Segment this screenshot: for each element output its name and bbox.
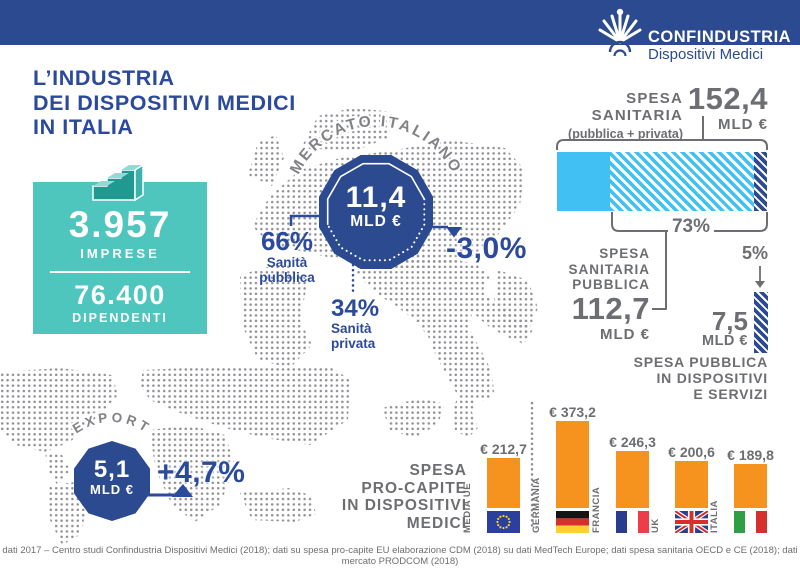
percapita-chart-title: SPESA PRO-CAPITE IN DISPOSITIVI MEDICI (330, 462, 467, 532)
health-stacked-bar (557, 152, 767, 211)
public-share-connector (289, 214, 319, 226)
private-share-pct: 34% (331, 295, 380, 322)
central-america-dotted-shape (45, 452, 70, 486)
private-share-label2: privata (331, 336, 376, 351)
badge-inner-ring-solid (326, 162, 425, 225)
public-share-label1: Sanità (266, 255, 308, 270)
public-spend-value: 112,7 (571, 291, 650, 326)
companies-label: IMPRESE (80, 246, 160, 261)
world-dotted-map (0, 366, 350, 545)
devices-spend-label-l3: E SERVIZI (693, 385, 768, 402)
source-note: dati 2017 – Centro studi Confindustria D… (2, 545, 798, 567)
health-spend-header: SPESA SANITARIA (pubblica + privata) (533, 90, 683, 141)
public-spend-label-l1: SPESA (599, 246, 650, 261)
title-line3: IN ITALIA (33, 115, 134, 139)
header-band (0, 0, 800, 45)
public-share-pct: 66% (260, 226, 314, 256)
percapita-title-l4: MEDICI (406, 514, 467, 532)
employees-value: 76.400 (74, 280, 166, 310)
export-trend: +4,7% (157, 456, 246, 489)
public-spend-label: SPESA SANITARIA PUBBLICA (540, 246, 650, 293)
market-trend: -3,0% (446, 232, 527, 265)
export-value-group: 5,1 MLD € (72, 457, 152, 497)
brand-division: Dispositivi Medici (648, 46, 764, 63)
public-share-of-total: 73% (668, 216, 714, 237)
private-share-label1: Sanità (331, 321, 372, 336)
health-spend-title: SPESA SANITARIA (591, 90, 683, 124)
percapita-title-l1: SPESA (409, 462, 467, 479)
eurasia-dotted-shape (140, 366, 350, 445)
export-badge (74, 441, 150, 521)
italy-dotted-shape (356, 255, 533, 438)
uk-dotted-shape (248, 135, 284, 186)
export-unit: MLD € (90, 482, 134, 497)
export-value: 5,1 (93, 456, 131, 483)
percapita-title-l2: PRO-CAPITE (361, 479, 467, 497)
segment-public (609, 152, 755, 211)
employees-label: DIPENDENTI (72, 311, 168, 325)
market-connectors (289, 214, 448, 297)
market-value: 11,4 (345, 181, 407, 214)
total-bracket (556, 116, 768, 150)
health-total-value: 152,4 (687, 81, 768, 116)
trend-down-triangle-icon (446, 227, 462, 238)
segment-devices (754, 152, 767, 211)
market-badge (319, 155, 433, 269)
health-total-group: 152,4 MLD € (684, 83, 768, 133)
title-line1: L’INDUSTRIA (33, 66, 175, 90)
segment-private (557, 152, 610, 211)
north-america-dotted-shape (0, 368, 118, 452)
companies-value: 3.957 (68, 204, 172, 245)
health-total-unit: MLD € (718, 116, 768, 133)
devices-spend-bar (754, 292, 768, 353)
badge-inner-ring-dotted (326, 198, 426, 262)
public-spend-label-l2: SANITARIA (568, 261, 650, 277)
private-health-share: 34% Sanità privata (331, 296, 421, 351)
iberia-dotted-shape (240, 262, 312, 368)
factory-steps-icon (92, 163, 144, 202)
devices-spend-label-l1: SPESA PUBBLICA (633, 354, 768, 370)
industry-stats-card: 3.957 IMPRESE 76.400 DIPENDENTI (33, 182, 207, 334)
devices-spend-label: SPESA PUBBLICA IN DISPOSITIVI E SERVIZI (628, 354, 768, 402)
percapita-title-l3: IN DISPOSITIVI (341, 497, 467, 514)
public-health-share: 66% Sanità pubblica (240, 226, 334, 286)
market-value-group: 11,4 MLD € (316, 183, 436, 231)
devices-spend-value: 7,5 (711, 306, 748, 336)
devices-share-pct: 5% (741, 243, 768, 263)
stats-divider (50, 271, 190, 273)
public-spend-unit: MLD € (600, 326, 650, 343)
trend-up-triangle-icon (172, 484, 193, 497)
devices-spend-label-l2: IN DISPOSITIVI (656, 369, 768, 386)
devices-arrow-head-icon (755, 281, 765, 288)
africa-dotted-shape (150, 425, 235, 522)
public-spend-label-l3: PUBBLICA (572, 277, 650, 292)
devices-spend-unit: MLD € (702, 333, 748, 349)
public-share-label2: pubblica (259, 270, 315, 285)
brand-name: CONFINDUSTRIA (648, 28, 792, 46)
scandinavia-dotted-shape (300, 108, 396, 152)
health-spend-subtitle: (pubblica + privata) (568, 127, 683, 141)
market-unit: MLD € (350, 213, 402, 230)
page-title: L’INDUSTRIA DEI DISPOSITIVI MEDICI IN IT… (33, 66, 363, 140)
eagle-icon (598, 8, 642, 57)
title-line2: DEI DISPOSITIVI MEDICI (33, 90, 296, 115)
sicily-dotted-shape (382, 398, 445, 438)
australia-dotted-shape (240, 488, 316, 522)
